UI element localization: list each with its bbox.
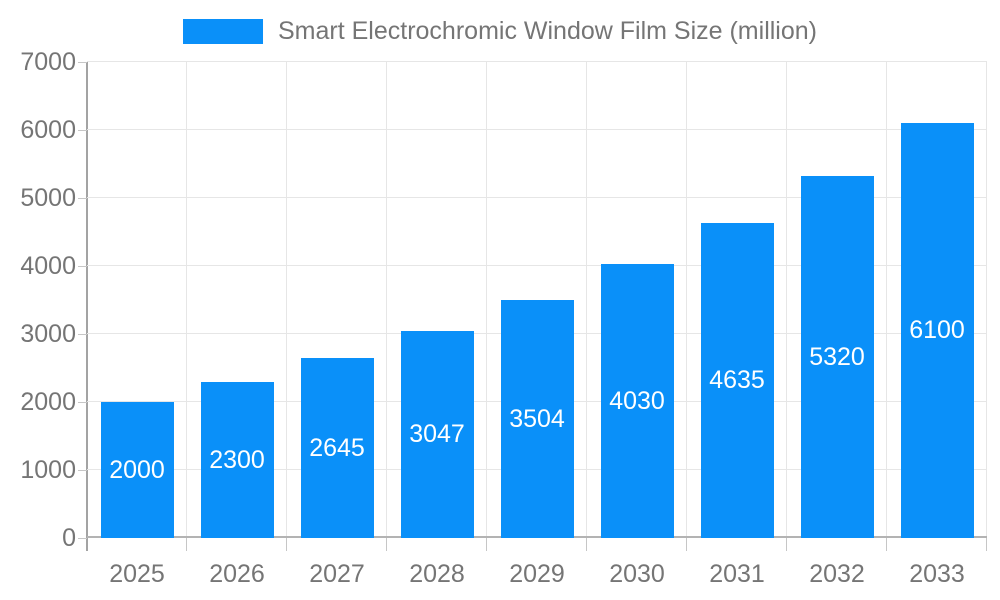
- bar[interactable]: 3504: [500, 300, 574, 538]
- v-gridline: [686, 62, 687, 538]
- bar[interactable]: 3047: [400, 331, 474, 538]
- x-axis-label: 2026: [209, 560, 265, 588]
- y-tick-label: 2000: [20, 388, 76, 416]
- plot-area: 2000 2300 2645 3047 3504 4030 4635 5320 6100: [87, 61, 987, 538]
- v-gridline: [486, 62, 487, 538]
- y-tick: [78, 334, 87, 335]
- v-gridline: [986, 62, 987, 538]
- x-tick: [286, 538, 287, 551]
- y-tick-label: 1000: [20, 456, 76, 484]
- bar-value-label: 6100: [909, 316, 965, 344]
- bar[interactable]: 2000: [100, 402, 174, 538]
- x-tick: [486, 538, 487, 551]
- bar[interactable]: 4635: [700, 223, 774, 538]
- bar[interactable]: 5320: [800, 176, 874, 538]
- y-tick: [78, 470, 87, 471]
- x-axis-label: 2025: [109, 560, 165, 588]
- bar-value-label: 3047: [409, 420, 465, 448]
- bar-value-label: 2000: [109, 455, 165, 484]
- y-axis-line: [86, 62, 88, 551]
- y-tick-label: 7000: [20, 48, 76, 76]
- y-tick-label: 6000: [20, 116, 76, 144]
- h-gridline: [87, 197, 987, 198]
- y-tick: [78, 62, 87, 63]
- x-axis-label: 2030: [609, 560, 665, 588]
- bar-value-label: 3504: [509, 404, 565, 433]
- bar-value-label: 4030: [609, 386, 665, 415]
- legend-label: Smart Electrochromic Window Film Size (m…: [278, 17, 817, 45]
- x-axis-label: 2032: [809, 560, 865, 588]
- y-tick-label: 4000: [20, 252, 76, 280]
- v-gridline: [386, 62, 387, 538]
- v-gridline: [586, 62, 587, 538]
- x-tick: [586, 538, 587, 551]
- y-tick: [78, 266, 87, 267]
- y-tick-label: 0: [62, 524, 76, 552]
- v-gridline: [186, 62, 187, 538]
- x-tick: [686, 538, 687, 551]
- x-axis-label: 2033: [909, 560, 965, 588]
- bar-value-label: 5320: [809, 342, 865, 371]
- y-tick: [78, 198, 87, 199]
- bar[interactable]: 4030: [600, 264, 674, 538]
- x-axis-label: 2028: [409, 560, 465, 588]
- y-tick-label: 3000: [20, 320, 76, 348]
- v-gridline: [886, 62, 887, 538]
- bar[interactable]: 6100: [900, 123, 974, 538]
- legend[interactable]: Smart Electrochromic Window Film Size (m…: [183, 17, 817, 46]
- v-gridline: [286, 62, 287, 538]
- h-gridline: [87, 129, 987, 130]
- h-gridline: [87, 61, 987, 62]
- y-tick-label: 5000: [20, 184, 76, 212]
- x-tick: [786, 538, 787, 551]
- x-tick: [386, 538, 387, 551]
- x-tick: [186, 538, 187, 551]
- x-axis-label: 2031: [709, 560, 765, 588]
- x-tick: [886, 538, 887, 551]
- x-axis-label: 2027: [309, 560, 365, 588]
- bar-value-label: 4635: [709, 366, 765, 394]
- bar-value-label: 2645: [309, 433, 365, 462]
- y-tick: [78, 402, 87, 403]
- h-gridline: [87, 265, 987, 266]
- bar[interactable]: 2300: [200, 382, 274, 538]
- bar[interactable]: 2645: [300, 358, 374, 538]
- legend-swatch: [183, 19, 264, 44]
- bar-value-label: 2300: [209, 445, 265, 474]
- x-axis-label: 2029: [509, 560, 565, 588]
- y-tick: [78, 130, 87, 131]
- y-tick: [78, 538, 87, 539]
- v-gridline: [786, 62, 787, 538]
- x-tick: [986, 538, 987, 551]
